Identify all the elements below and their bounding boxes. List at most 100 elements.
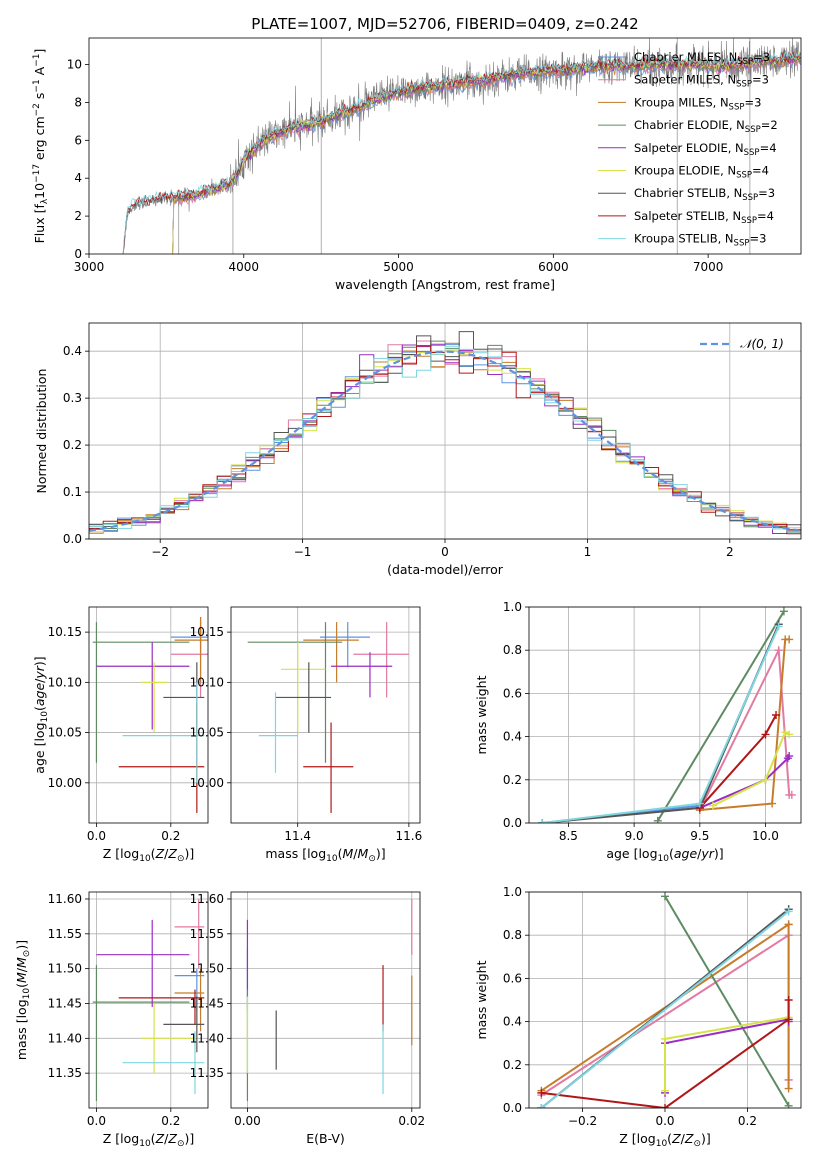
weight-line-kroupa-stelib [540,910,790,1108]
legend-entry: Chabrier STELIB, NSSP=3 [634,186,775,203]
y-tick-label: 0.4 [503,1015,522,1029]
plot-area-spectrum [122,38,801,254]
y-tick-label: 10.05 [48,726,82,740]
x-tick-label: 5000 [383,260,414,274]
axes-mass_vs_Z: 0.0 0.2 11.35 11.40 11.45 11.50 11.55 11.60 Z [l… [14,891,209,1149]
weight-marker [784,920,793,929]
axes-weight_vs_age: 8.5 9.0 9.5 10.0 0.0 0.2 0.4 0.6 0.8 1.0 age [log1… [474,600,802,864]
observed-spectrum-line [122,38,801,254]
y-tick-label: 10.10 [190,675,224,689]
y-tick-label: 0.6 [503,686,522,700]
x-tick-label: 0.2 [161,1114,180,1128]
histogram-salpeter-stelib [89,345,801,539]
y-tick-label: 0.6 [503,971,522,985]
y-tick-label: 2 [74,209,82,223]
x-tick-label: 9.5 [690,829,709,843]
weight-marker [708,801,717,810]
y-axis-label: mass weight [474,960,489,1039]
axes-mass_vs_ebv: 0.00 0.02 11.35 11.40 11.45 11.50 11.55 11.60 E(… [190,891,425,1146]
x-tick-label: 1 [584,545,592,559]
y-tick-label: 0.1 [63,485,82,499]
legend-entry: Chabrier MILES, NSSP=3 [634,50,770,67]
histogram-kroupa-miles [89,342,801,537]
legend-entry: Salpeter ELODIE, NSSP=4 [634,141,777,158]
y-axis-label: age [log10(age/yr)] [32,656,50,773]
weight-marker [779,607,788,616]
x-tick-label: 11.6 [396,829,423,843]
plot-area-mass_vs_Z [92,898,205,1102]
axes-age_vs_mass: 11.4 11.6 10.00 10.05 10.10 10.15 mass [log10(… [190,606,423,864]
y-axis-label: Normed distribution [34,369,49,494]
legend-entry: Kroupa STELIB, NSSP=3 [634,232,766,249]
x-tick-label: 9.0 [625,829,644,843]
histogram-kroupa-stelib [89,345,801,539]
weight-marker [537,1088,546,1097]
legend-entry: 𝒩(0, 1) [740,337,784,351]
legend-entry: Salpeter MILES, NSSP=3 [634,73,769,90]
y-tick-label: 0.3 [63,391,82,405]
y-tick-label: 11.35 [48,1066,82,1080]
x-tick-label: 0.2 [738,1114,757,1128]
weight-marker [785,635,794,644]
x-tick-label: 0.2 [161,829,180,843]
plot-area-residuals [89,331,801,539]
x-tick-label: 6000 [538,260,569,274]
y-tick-label: 10.00 [190,776,224,790]
x-tick-label: 7000 [693,260,724,274]
x-tick-label: 8.5 [559,829,578,843]
y-tick-label: 11.55 [48,927,82,941]
x-axis-label: (data-model)/error [387,562,504,577]
x-tick-label: 0.0 [87,1114,106,1128]
x-tick-label: 0 [441,545,449,559]
weight-marker [538,819,547,823]
x-tick-label: 0.00 [234,1114,261,1128]
weight-marker [784,1101,793,1108]
axes-frame [230,891,421,1109]
weight-marker [774,622,783,631]
y-tick-label: 4 [74,171,82,185]
x-tick-label: 11.4 [284,829,311,843]
y-tick-label: 1.0 [503,885,522,899]
x-tick-label: 0.0 [655,1114,674,1128]
x-axis-label: Z [log10(Z/Z⊙)] [619,1131,711,1149]
y-tick-label: 0.4 [503,730,522,744]
y-tick-label: 11.50 [190,962,224,976]
axes-weight_vs_Z: −0.2 0.0 0.2 0.0 0.2 0.4 0.6 0.8 1.0 Z [log10(Z/Z… [474,885,802,1149]
weight-marker [774,646,783,655]
y-tick-label: 0.2 [503,1058,522,1072]
x-axis-label: Z [log10(Z/Z⊙)] [103,1131,195,1149]
weight-marker [787,790,796,799]
y-tick-label: 10.05 [190,726,224,740]
weight-marker [785,752,794,761]
y-tick-label: 11.45 [190,996,224,1010]
y-tick-label: 10.15 [190,625,224,639]
x-axis-label: wavelength [Angstrom, rest frame] [335,277,555,292]
x-tick-label: 3000 [74,260,105,274]
weight-marker [661,1034,669,1043]
x-tick-label: 4000 [229,260,260,274]
y-tick-label: 10 [67,58,82,72]
axes-frame [88,606,209,824]
legend-entry: Salpeter STELIB, NSSP=4 [634,209,774,226]
x-tick-label: 0.0 [87,829,106,843]
x-axis-label: mass [log10(M/M⊙)] [265,846,385,864]
plot-area-weight_vs_Z [537,892,793,1108]
y-axis-label: Flux [fλ10−17 erg cm−2 s−1 A−1] [32,49,50,244]
axes-frame [88,322,802,540]
gaussian-curve [89,350,799,532]
y-tick-label: 1.0 [503,600,522,614]
weight-marker [785,730,794,739]
y-tick-label: 11.40 [48,1031,82,1045]
x-tick-label: 0.02 [398,1114,425,1128]
axes-residuals: −2 −1 0 1 2 0.0 0.1 0.2 0.3 0.4 (data-model)/error… [34,322,802,577]
axes-spectrum: 3000 4000 5000 6000 7000 0 2 4 6 8 10 wavelength [A… [32,15,802,292]
weight-line-kroupa-stelib [541,625,780,823]
x-tick-label: 2 [726,545,734,559]
y-tick-label: 0.2 [503,773,522,787]
weight-line-chabrier-elodie [656,610,785,822]
y-tick-label: 8 [74,95,82,109]
histogram-salpeter-miles [89,340,801,531]
weight-line-salpeter-elodie [664,1018,790,1093]
y-tick-label: 11.60 [48,892,82,906]
axes-frame [528,891,802,1109]
